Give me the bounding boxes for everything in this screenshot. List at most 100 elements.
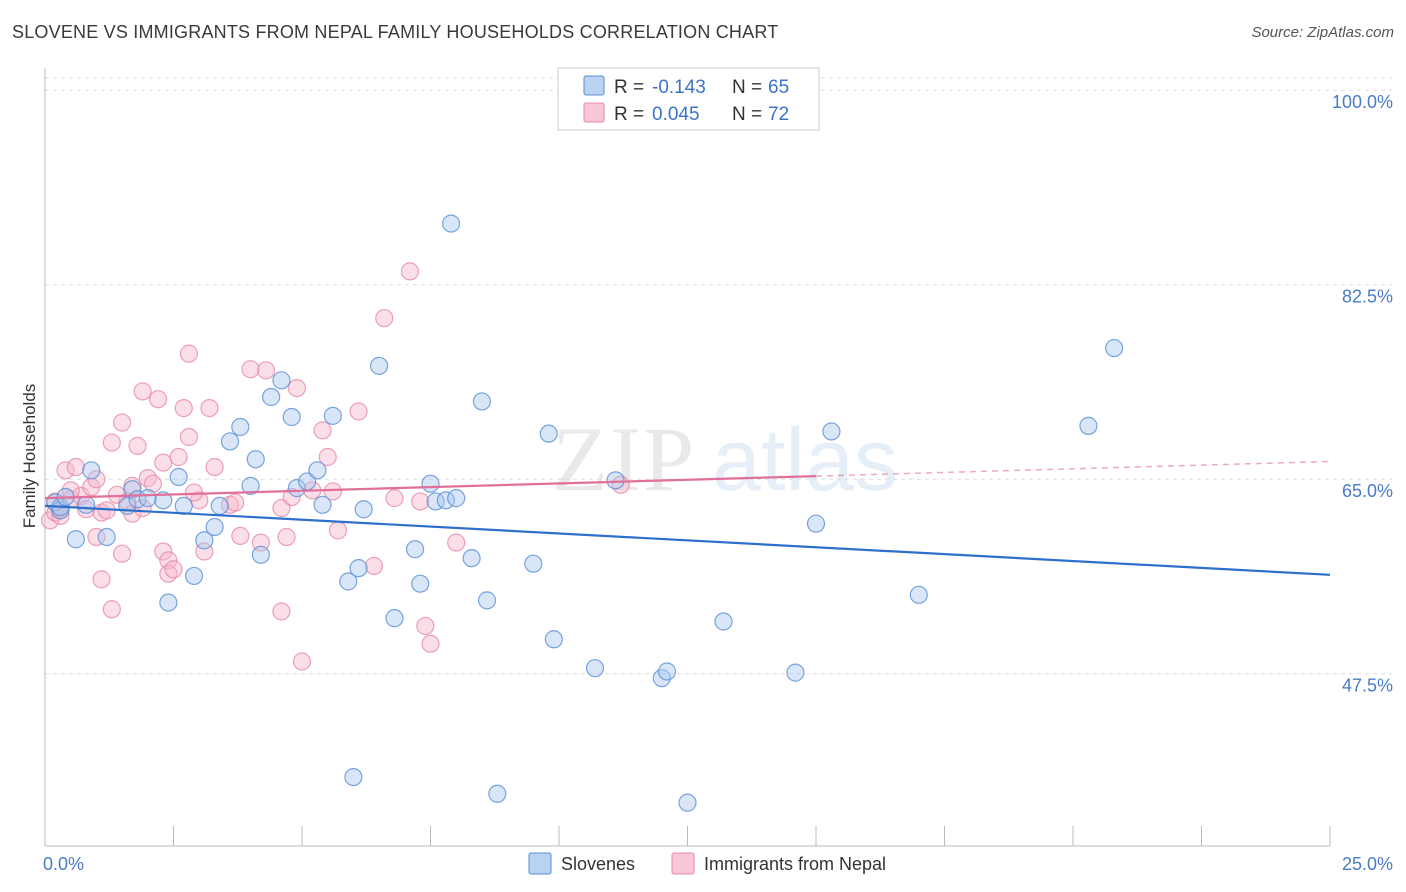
point-nepal [66,457,85,477]
point-nepal [102,433,121,452]
series-slovenes-points [46,214,1124,812]
point-nepal [87,527,106,547]
legend-n-value-slovenes: 65 [768,77,789,98]
point-nepal [143,474,163,493]
point-slovenes [77,495,96,514]
point-nepal [231,526,250,546]
point-nepal [92,570,111,589]
point-slovenes [822,422,841,441]
point-slovenes [472,392,491,411]
watermark-zip: ZIP [552,408,696,510]
point-nepal [292,652,312,671]
point-nepal [447,533,466,552]
point-nepal [226,493,245,512]
point-slovenes [909,585,928,604]
point-nepal [241,360,260,379]
point-slovenes [657,662,677,681]
point-slovenes [159,593,178,612]
point-nepal [154,453,173,472]
point-slovenes [138,489,157,508]
point-slovenes [184,566,204,586]
x-tick-marks [44,826,1331,846]
chart-title: SLOVENE VS IMMIGRANTS FROM NEPAL FAMILY … [12,22,779,42]
x-tick-label-end: 25.0% [1342,854,1393,874]
point-slovenes [313,495,332,514]
y-tick-label: 82.5% [1342,287,1393,307]
trend-line-nepal-solid [44,475,817,500]
point-slovenes [349,559,368,578]
point-nepal [256,361,276,380]
point-slovenes [385,609,404,628]
point-slovenes [678,793,697,812]
point-slovenes [205,517,224,537]
point-slovenes [441,214,461,233]
point-slovenes [405,540,425,559]
point-slovenes [154,491,173,510]
watermark-atlas: atlas [712,410,898,509]
legend-bottom-nepal-swatch [671,852,695,875]
point-slovenes [231,417,250,437]
point-nepal [421,634,440,653]
point-slovenes [287,479,306,498]
point-slovenes [246,450,265,469]
point-slovenes [421,474,440,493]
point-nepal [102,600,121,619]
legend-n-label-nepal: N = [732,104,762,125]
point-slovenes [544,630,563,649]
point-slovenes [354,500,373,519]
point-nepal [87,470,106,489]
point-nepal [318,447,337,467]
point-slovenes [241,476,260,495]
y-tick-label: 65.0% [1342,481,1393,501]
point-nepal [169,447,188,467]
chart-source: Source: ZipAtlas.com [1251,24,1394,41]
point-nepal [205,457,224,477]
point-slovenes [82,461,101,480]
point-nepal [400,262,420,281]
point-nepal [272,602,291,621]
point-slovenes [411,574,430,593]
point-slovenes [462,549,481,568]
point-slovenes [66,530,85,549]
trend-line-slovenes [44,504,1331,576]
point-nepal [328,521,348,540]
point-slovenes [308,461,327,480]
point-nepal [179,344,199,363]
point-nepal [133,382,152,401]
point-slovenes [220,432,240,451]
point-nepal [128,436,147,455]
point-nepal [282,487,301,507]
point-nepal [159,551,178,570]
legend-nepal-swatch [583,102,605,123]
point-slovenes [174,496,193,516]
point-slovenes [786,663,805,682]
point-nepal [164,560,183,579]
point-nepal [200,398,219,418]
point-nepal [112,413,132,432]
y-tick-label: 47.5% [1342,676,1393,696]
point-slovenes [1079,416,1098,435]
point-nepal [112,544,132,563]
point-slovenes [97,527,116,547]
point-nepal [148,390,168,409]
point-nepal [416,616,435,636]
legend-bottom-slovenes-swatch [528,852,552,875]
point-nepal [272,499,291,518]
point-nepal [154,542,173,561]
legend-r-value-nepal: 0.045 [652,104,700,125]
y-tick-labels: 47.5% 65.0% 82.5% 100.0% [1332,92,1393,696]
legend-top: R = -0.143 N = 65 R = 0.045 N = 72 [557,67,820,131]
y-axis-title: Family Households [20,384,39,529]
point-nepal [174,398,193,418]
point-slovenes [262,387,281,407]
point-nepal [179,427,199,447]
point-slovenes [370,356,389,375]
legend-slovenes-swatch [583,75,605,96]
legend-bottom-nepal-label: Immigrants from Nepal [704,854,886,874]
point-slovenes [806,514,826,533]
point-slovenes [169,467,188,487]
watermark: ZIP atlas [552,408,898,510]
legend-bottom-slovenes-label: Slovenes [561,854,635,874]
legend-n-value-nepal: 72 [768,104,789,125]
